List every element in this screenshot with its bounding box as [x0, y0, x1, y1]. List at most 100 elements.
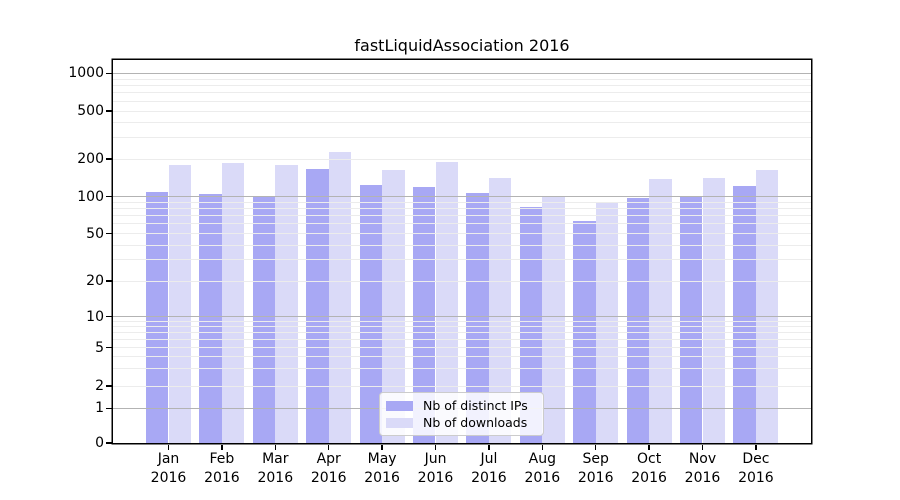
x-tick-year-aug: 2016 — [524, 469, 561, 486]
bar-apr-downloads — [328, 152, 352, 443]
bar-nov-distinct-ips — [679, 196, 703, 443]
minor-gridline-300 — [113, 137, 811, 139]
x-tick-month-feb: Feb — [209, 451, 235, 467]
minor-gridline-20 — [113, 280, 811, 282]
minor-gridline-60 — [113, 223, 811, 225]
bar-nov-downloads — [702, 178, 726, 443]
chart-title: fastLiquidAssociation 2016 — [354, 36, 570, 55]
x-tick-label-aug: Aug 2016 — [510, 450, 574, 487]
x-tick-month-jul: Jul — [480, 451, 498, 467]
y-tick-label-200: 200 — [77, 151, 104, 167]
x-tick-mark-may — [381, 444, 383, 450]
x-tick-mark-sep — [594, 444, 597, 450]
x-tick-mark-apr — [327, 444, 330, 450]
y-tick-mark-0 — [106, 442, 112, 444]
y-tick-label-1: 1 — [95, 400, 104, 417]
bar-aug-downloads — [542, 196, 565, 443]
minor-gridline-7 — [113, 331, 811, 333]
minor-gridline-8 — [113, 325, 811, 327]
bar-jan-downloads — [168, 165, 192, 443]
x-tick-year-feb: 2016 — [204, 469, 240, 486]
y-tick-mark-200 — [106, 158, 112, 160]
minor-gridline-2 — [113, 385, 811, 387]
x-tick-month-jan: Jan — [157, 451, 180, 467]
legend-entry-downloads: Nb of downloads — [386, 414, 535, 431]
x-tick-year-mar: 2016 — [257, 469, 294, 486]
bar-apr-distinct-ips — [306, 169, 329, 443]
x-tick-month-aug: Aug — [528, 451, 556, 467]
x-tick-label-jun: Jun 2016 — [404, 450, 468, 487]
y-tick-label-5: 5 — [95, 339, 104, 356]
bars-layer — [113, 60, 811, 443]
x-tick-year-jul: 2016 — [471, 469, 507, 486]
x-tick-year-dec: 2016 — [738, 469, 774, 486]
x-tick-month-dec: Dec — [742, 451, 770, 467]
minor-gridline-50 — [113, 233, 811, 234]
x-tick-month-may: May — [367, 451, 397, 467]
bar-jul-downloads — [488, 178, 512, 443]
x-tick-label-feb: Feb 2016 — [190, 450, 254, 487]
minor-gridline-500 — [113, 110, 811, 112]
legend-entry-distinct-ips: Nb of distinct IPs — [386, 397, 535, 414]
legend: Nb of distinct IPs Nb of downloads — [379, 392, 544, 436]
x-tick-year-oct: 2016 — [631, 469, 667, 486]
x-tick-label-may: May 2016 — [350, 450, 414, 487]
minor-gridline-80 — [113, 208, 811, 210]
bar-dec-distinct-ips — [733, 185, 756, 443]
x-tick-year-apr: 2016 — [310, 469, 347, 486]
y-tick-label-50: 50 — [86, 225, 104, 242]
bar-jun-distinct-ips — [412, 186, 436, 443]
minor-gridline-6 — [113, 338, 811, 340]
bar-sep-downloads — [595, 201, 619, 443]
x-tick-mark-jan — [167, 444, 170, 450]
x-tick-label-nov: Nov 2016 — [671, 450, 735, 487]
legend-swatch-distinct-ips — [386, 400, 413, 411]
bar-oct-distinct-ips — [626, 197, 650, 443]
x-tick-label-jul: Jul 2016 — [457, 450, 521, 487]
minor-gridline-900 — [113, 78, 811, 80]
minor-gridline-9 — [113, 320, 811, 322]
y-tick-mark-1000 — [106, 72, 112, 75]
major-gridline-1000 — [113, 72, 811, 74]
bar-mar-downloads — [275, 164, 298, 443]
y-tick-mark-50 — [106, 232, 112, 235]
x-tick-year-sep: 2016 — [577, 469, 614, 486]
y-tick-mark-5 — [106, 346, 112, 349]
x-tick-label-sep: Sep 2016 — [564, 450, 628, 487]
bar-may-downloads — [382, 170, 405, 443]
y-tick-label-2: 2 — [95, 378, 104, 394]
x-tick-mark-feb — [221, 444, 223, 450]
x-tick-label-jan: Jan 2016 — [137, 450, 201, 487]
major-gridline-10 — [113, 316, 811, 317]
x-tick-year-jan: 2016 — [150, 469, 187, 486]
x-tick-month-oct: Oct — [636, 451, 662, 467]
legend-label-distinct-ips: Nb of distinct IPs — [423, 398, 528, 413]
x-tick-month-sep: Sep — [582, 451, 609, 467]
x-tick-month-mar: Mar — [262, 451, 289, 467]
x-tick-label-apr: Apr 2016 — [297, 450, 361, 487]
y-tick-mark-100 — [106, 195, 112, 198]
bar-feb-downloads — [221, 162, 245, 443]
bar-may-distinct-ips — [359, 184, 383, 443]
minor-gridline-3 — [113, 368, 811, 370]
x-tick-label-dec: Dec 2016 — [724, 450, 788, 487]
y-tick-mark-1 — [106, 407, 112, 410]
minor-gridline-700 — [113, 92, 811, 94]
minor-gridline-90 — [113, 201, 811, 203]
minor-gridline-30 — [113, 259, 811, 261]
x-tick-mark-dec — [755, 444, 757, 450]
y-tick-mark-20 — [106, 280, 112, 282]
y-tick-label-0: 0 — [95, 435, 104, 451]
x-tick-month-apr: Apr — [316, 451, 341, 467]
y-tick-label-20: 20 — [86, 273, 104, 289]
y-tick-mark-10 — [106, 315, 112, 318]
x-tick-mark-aug — [541, 444, 544, 450]
minor-gridline-600 — [113, 100, 811, 102]
y-tick-label-1000: 1000 — [68, 65, 104, 82]
bar-dec-downloads — [755, 169, 779, 443]
bar-jan-distinct-ips — [145, 191, 169, 443]
legend-swatch-downloads — [386, 417, 413, 428]
x-tick-label-mar: Mar 2016 — [243, 450, 307, 487]
bar-jun-downloads — [435, 161, 459, 443]
